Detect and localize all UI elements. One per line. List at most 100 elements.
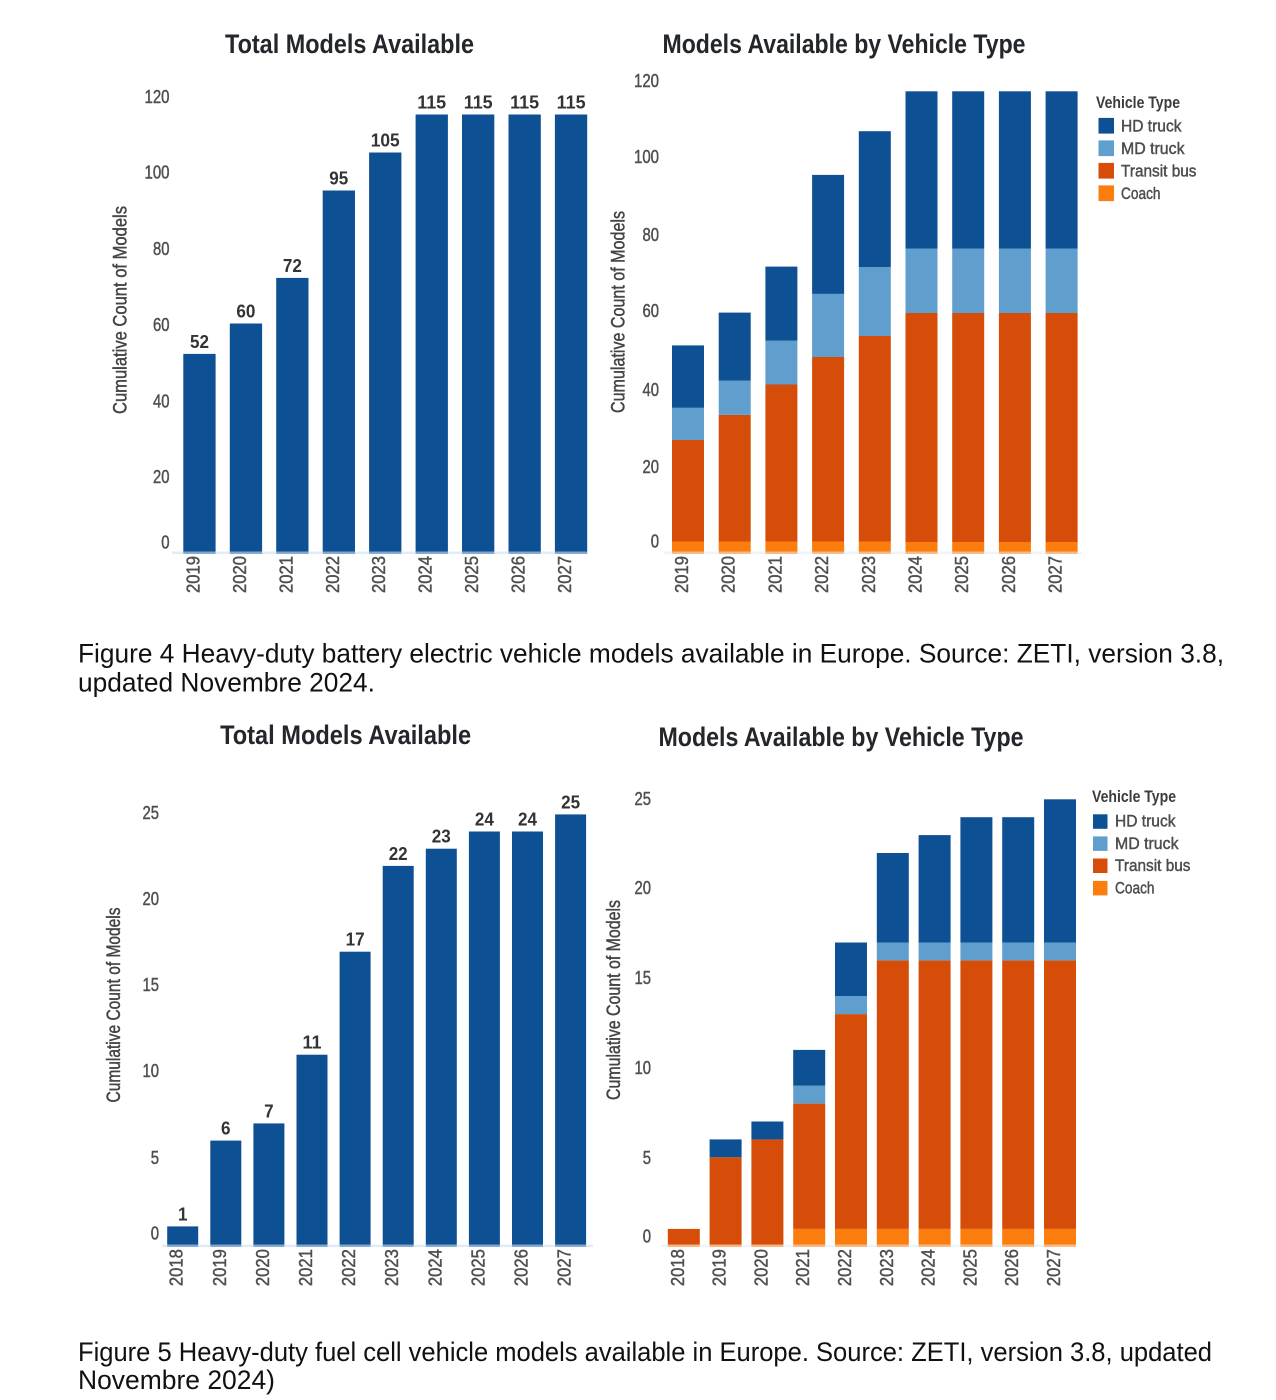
svg-text:24: 24 — [475, 810, 494, 830]
svg-text:100: 100 — [634, 147, 659, 167]
svg-text:2022: 2022 — [835, 1249, 855, 1286]
svg-text:120: 120 — [145, 87, 170, 107]
svg-text:2019: 2019 — [210, 1249, 230, 1286]
svg-text:2022: 2022 — [339, 1249, 359, 1286]
svg-text:2019: 2019 — [672, 556, 692, 593]
svg-text:72: 72 — [283, 256, 302, 276]
svg-text:2025: 2025 — [468, 1249, 488, 1286]
svg-text:2027: 2027 — [1046, 556, 1066, 593]
svg-text:2021: 2021 — [793, 1249, 813, 1286]
svg-text:2026: 2026 — [509, 556, 529, 593]
svg-text:60: 60 — [236, 302, 255, 322]
svg-text:Models Available by Vehicle Ty: Models Available by Vehicle Type — [659, 722, 1024, 752]
svg-text:60: 60 — [153, 315, 170, 335]
svg-text:Models Available by Vehicle Ty: Models Available by Vehicle Type — [663, 29, 1026, 59]
svg-text:5: 5 — [151, 1148, 159, 1168]
svg-text:0: 0 — [161, 533, 169, 553]
svg-text:10: 10 — [143, 1061, 160, 1081]
svg-text:2023: 2023 — [859, 556, 879, 593]
svg-text:2024: 2024 — [906, 556, 926, 593]
svg-text:24: 24 — [518, 810, 537, 830]
svg-text:2021: 2021 — [296, 1249, 316, 1286]
svg-text:10: 10 — [635, 1058, 652, 1078]
svg-text:0: 0 — [151, 1224, 159, 1244]
svg-text:Total Models Available: Total Models Available — [220, 720, 471, 750]
svg-text:115: 115 — [557, 93, 586, 113]
svg-text:Novembre 2024): Novembre 2024) — [78, 1365, 275, 1395]
svg-text:Coach: Coach — [1121, 184, 1161, 203]
svg-text:20: 20 — [153, 467, 170, 487]
svg-text:2025: 2025 — [952, 556, 972, 593]
svg-text:80: 80 — [643, 225, 660, 245]
svg-text:Figure 5 Heavy-duty fuel cell: Figure 5 Heavy-duty fuel cell vehicle mo… — [78, 1337, 1212, 1367]
svg-text:60: 60 — [643, 301, 660, 321]
svg-text:HD truck: HD truck — [1115, 812, 1176, 831]
svg-text:22: 22 — [389, 844, 408, 864]
svg-text:2027: 2027 — [555, 1249, 575, 1286]
svg-text:Figure 4 Heavy-duty battery el: Figure 4 Heavy-duty battery electric veh… — [78, 639, 1224, 669]
svg-text:Cumulative Count of Models: Cumulative Count of Models — [609, 211, 630, 413]
svg-text:2019: 2019 — [184, 556, 204, 593]
svg-text:6: 6 — [221, 1119, 231, 1139]
svg-text:2023: 2023 — [877, 1249, 897, 1286]
svg-text:2025: 2025 — [462, 556, 482, 593]
svg-text:2027: 2027 — [1044, 1249, 1064, 1286]
svg-text:7: 7 — [264, 1101, 274, 1121]
svg-text:2023: 2023 — [369, 556, 389, 593]
svg-text:40: 40 — [153, 391, 170, 411]
svg-text:Vehicle Type: Vehicle Type — [1096, 94, 1180, 112]
svg-text:23: 23 — [432, 827, 451, 847]
svg-text:115: 115 — [510, 93, 539, 113]
svg-text:2021: 2021 — [765, 556, 785, 593]
svg-text:15: 15 — [143, 975, 160, 995]
svg-text:120: 120 — [634, 71, 659, 91]
svg-text:2026: 2026 — [1002, 1249, 1022, 1286]
svg-text:2022: 2022 — [812, 556, 832, 593]
svg-text:100: 100 — [145, 163, 170, 183]
svg-text:11: 11 — [303, 1033, 322, 1053]
svg-text:95: 95 — [329, 169, 348, 189]
svg-text:Total Models Available: Total Models Available — [225, 29, 474, 59]
svg-text:2022: 2022 — [323, 556, 343, 593]
svg-text:25: 25 — [143, 803, 160, 823]
svg-text:Transit bus: Transit bus — [1121, 162, 1197, 181]
svg-text:2023: 2023 — [382, 1249, 402, 1286]
svg-text:25: 25 — [635, 789, 652, 809]
svg-text:80: 80 — [153, 239, 170, 259]
svg-text:MD truck: MD truck — [1115, 834, 1179, 853]
svg-text:2026: 2026 — [512, 1249, 532, 1286]
svg-text:updated Novembre 2024.: updated Novembre 2024. — [78, 668, 375, 698]
svg-text:0: 0 — [651, 532, 659, 552]
svg-text:2020: 2020 — [230, 556, 250, 593]
svg-text:Transit bus: Transit bus — [1115, 856, 1191, 875]
svg-text:20: 20 — [635, 878, 652, 898]
svg-text:2018: 2018 — [167, 1249, 187, 1286]
svg-text:2024: 2024 — [919, 1249, 939, 1286]
svg-text:Coach: Coach — [1115, 878, 1155, 897]
svg-text:17: 17 — [346, 930, 365, 950]
svg-text:2021: 2021 — [276, 556, 296, 593]
svg-text:1: 1 — [178, 1204, 188, 1224]
svg-text:2026: 2026 — [999, 556, 1019, 593]
svg-text:20: 20 — [643, 457, 660, 477]
svg-text:20: 20 — [143, 889, 160, 909]
svg-text:52: 52 — [190, 332, 209, 352]
svg-text:25: 25 — [561, 792, 580, 812]
svg-text:5: 5 — [643, 1148, 651, 1168]
svg-text:2019: 2019 — [710, 1249, 730, 1286]
svg-text:2020: 2020 — [253, 1249, 273, 1286]
svg-text:115: 115 — [464, 93, 493, 113]
svg-text:2027: 2027 — [555, 556, 575, 593]
svg-text:2025: 2025 — [960, 1249, 980, 1286]
svg-text:2024: 2024 — [425, 1249, 445, 1286]
svg-text:Cumulative Count of Models: Cumulative Count of Models — [604, 900, 625, 1100]
svg-text:2018: 2018 — [668, 1249, 688, 1286]
svg-text:MD truck: MD truck — [1121, 139, 1185, 158]
svg-text:115: 115 — [417, 93, 446, 113]
svg-text:15: 15 — [635, 968, 652, 988]
svg-text:Vehicle Type: Vehicle Type — [1092, 788, 1176, 806]
svg-text:2020: 2020 — [751, 1249, 771, 1286]
svg-text:0: 0 — [643, 1227, 651, 1247]
svg-text:40: 40 — [643, 380, 660, 400]
svg-text:HD truck: HD truck — [1121, 117, 1182, 136]
